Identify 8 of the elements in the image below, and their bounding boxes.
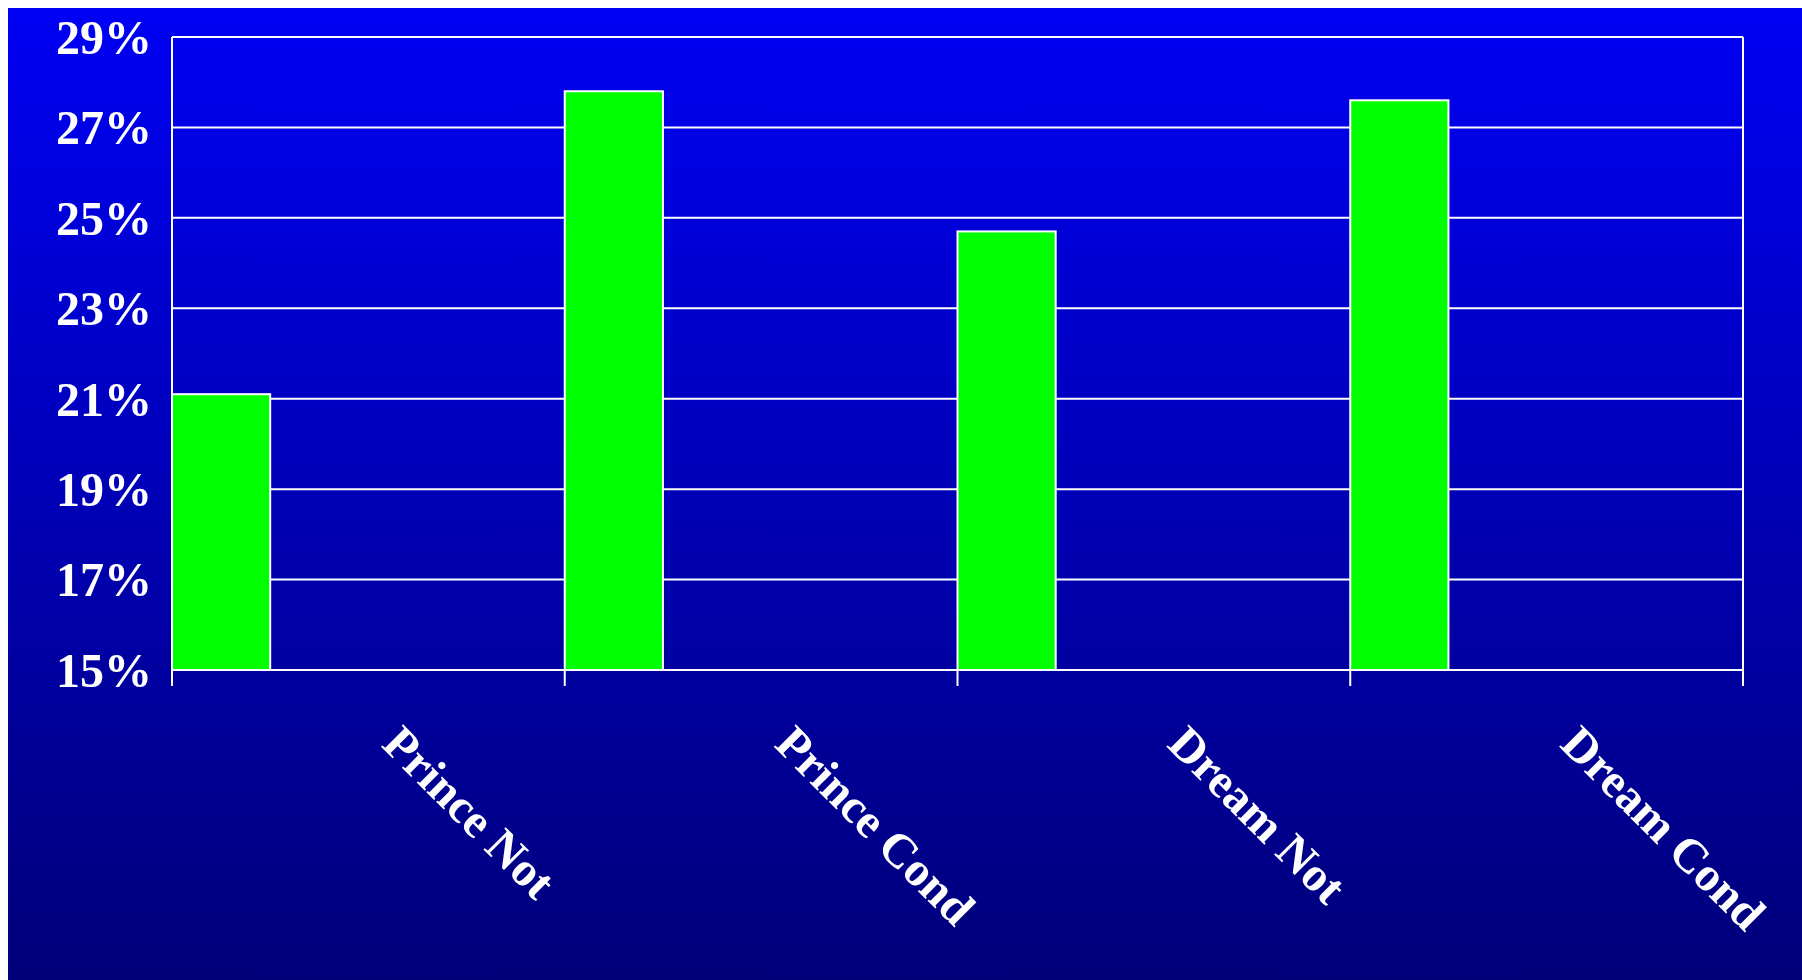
y-tick-label: 15%: [56, 643, 152, 697]
y-tick-label: 27%: [56, 101, 152, 155]
y-tick-label: 29%: [56, 10, 152, 64]
y-tick-label: 21%: [56, 372, 152, 426]
y-tick-label: 25%: [56, 191, 152, 245]
y-tick-label: 17%: [56, 553, 152, 607]
y-tick-label: 23%: [56, 282, 152, 336]
y-tick-label: 19%: [56, 462, 152, 516]
